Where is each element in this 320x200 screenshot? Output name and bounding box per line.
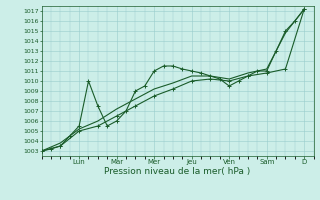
X-axis label: Pression niveau de la mer( hPa ): Pression niveau de la mer( hPa ) — [104, 167, 251, 176]
